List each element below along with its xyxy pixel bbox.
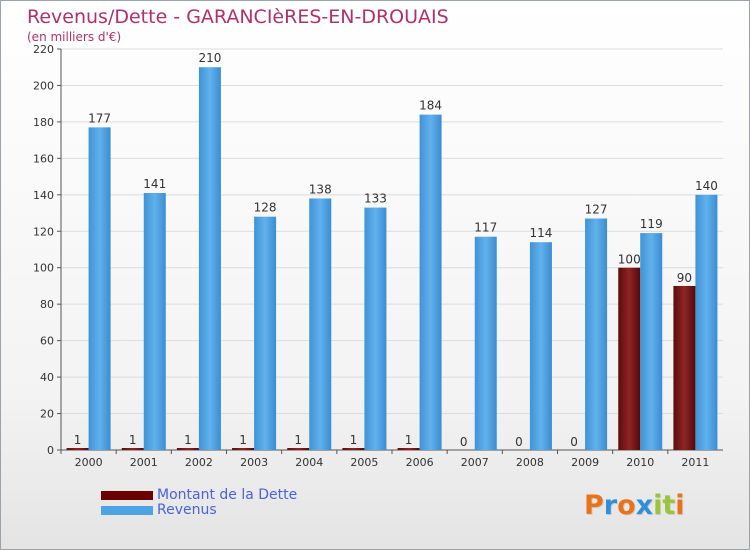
x-tick-label: 2006 — [406, 456, 434, 469]
data-label-debt: 100 — [618, 253, 641, 267]
x-tick-label: 2001 — [130, 456, 158, 469]
x-tick-label: 2009 — [571, 456, 599, 469]
bar-revenue — [585, 218, 608, 450]
chart-subtitle: (en milliers d'€) — [27, 30, 122, 44]
bar-revenue — [88, 127, 111, 451]
y-tick-label: 180 — [33, 116, 54, 129]
bar-revenue — [309, 198, 332, 450]
bar-debt — [618, 267, 641, 450]
legend-label-debt: Montant de la Dette — [157, 487, 298, 503]
data-label-revenue: 184 — [419, 99, 442, 113]
data-label-debt: 1 — [294, 433, 302, 447]
data-label-revenue: 140 — [695, 179, 718, 193]
data-label-debt: 1 — [350, 433, 358, 447]
bar-revenue — [419, 114, 442, 451]
data-label-debt: 1 — [129, 433, 137, 447]
x-tick-label: 2004 — [295, 456, 323, 469]
bar-revenue — [254, 216, 277, 450]
data-label-debt: 90 — [677, 271, 692, 285]
x-tick-label: 2011 — [681, 456, 709, 469]
bar-debt — [232, 448, 255, 450]
bar-revenue — [529, 242, 552, 450]
y-tick-label: 0 — [47, 444, 54, 457]
brand-letter: i — [653, 490, 663, 521]
bar-revenue — [364, 207, 387, 450]
brand-letter: P — [584, 490, 604, 521]
bar-revenue — [640, 233, 663, 450]
x-tick-label: 2005 — [350, 456, 378, 469]
legend-item-revenue: Revenus — [101, 502, 217, 518]
plot-area: 0204060801001201401601802002202000117720… — [33, 43, 723, 469]
data-label-revenue: 138 — [309, 182, 332, 196]
data-label-revenue: 127 — [585, 203, 608, 217]
legend-swatch-debt — [101, 490, 153, 500]
brand-letter: r — [603, 490, 618, 521]
data-label-debt: 0 — [460, 435, 468, 449]
brand-letter: x — [635, 490, 654, 521]
bar-revenue — [695, 194, 718, 450]
legend-swatch-revenue — [101, 505, 153, 515]
data-label-revenue: 141 — [143, 177, 166, 191]
bar-revenue — [198, 67, 221, 451]
y-tick-label: 200 — [33, 79, 54, 92]
bar-debt — [287, 448, 310, 450]
brand-letter: o — [617, 490, 636, 521]
y-tick-label: 120 — [33, 225, 54, 238]
data-label-revenue: 210 — [198, 51, 221, 65]
brand-letter: i — [675, 490, 685, 521]
data-label-debt: 1 — [184, 433, 192, 447]
bar-debt — [66, 448, 89, 450]
y-tick-label: 40 — [40, 371, 54, 384]
legend-label-revenue: Revenus — [157, 502, 217, 518]
bar-revenue — [143, 192, 166, 450]
bar-debt — [397, 448, 420, 450]
y-tick-label: 20 — [40, 408, 54, 421]
x-tick-label: 2007 — [461, 456, 489, 469]
y-tick-label: 80 — [40, 298, 54, 311]
data-label-revenue: 128 — [254, 201, 277, 215]
data-label-revenue: 133 — [364, 192, 387, 206]
brand-logo: Proxiti — [584, 490, 685, 521]
y-tick-label: 100 — [33, 262, 54, 275]
legend-item-debt: Montant de la Dette — [101, 487, 297, 503]
data-label-revenue: 119 — [640, 217, 663, 231]
brand-letter: t — [662, 490, 676, 521]
chart-title: Revenus/Dette - GARANCIèRES-EN-DROUAIS — [27, 6, 449, 28]
data-label-revenue: 117 — [474, 221, 497, 235]
bar-revenue — [474, 236, 497, 450]
x-tick-label: 2003 — [240, 456, 268, 469]
x-tick-label: 2002 — [185, 456, 213, 469]
x-tick-label: 2010 — [626, 456, 654, 469]
bar-debt — [342, 448, 365, 450]
bar-debt — [121, 448, 144, 450]
bar-debt — [673, 285, 696, 450]
y-tick-label: 160 — [33, 152, 54, 165]
data-label-debt: 1 — [239, 433, 247, 447]
data-label-debt: 1 — [405, 433, 413, 447]
y-tick-label: 60 — [40, 335, 54, 348]
x-tick-label: 2008 — [516, 456, 544, 469]
y-tick-label: 220 — [33, 43, 54, 56]
data-label-debt: 1 — [74, 433, 82, 447]
x-tick-label: 2000 — [75, 456, 103, 469]
data-label-debt: 0 — [515, 435, 523, 449]
y-tick-label: 140 — [33, 189, 54, 202]
data-label-revenue: 114 — [529, 226, 552, 240]
data-label-debt: 0 — [570, 435, 578, 449]
bar-debt — [176, 448, 199, 450]
data-label-revenue: 177 — [88, 111, 111, 125]
